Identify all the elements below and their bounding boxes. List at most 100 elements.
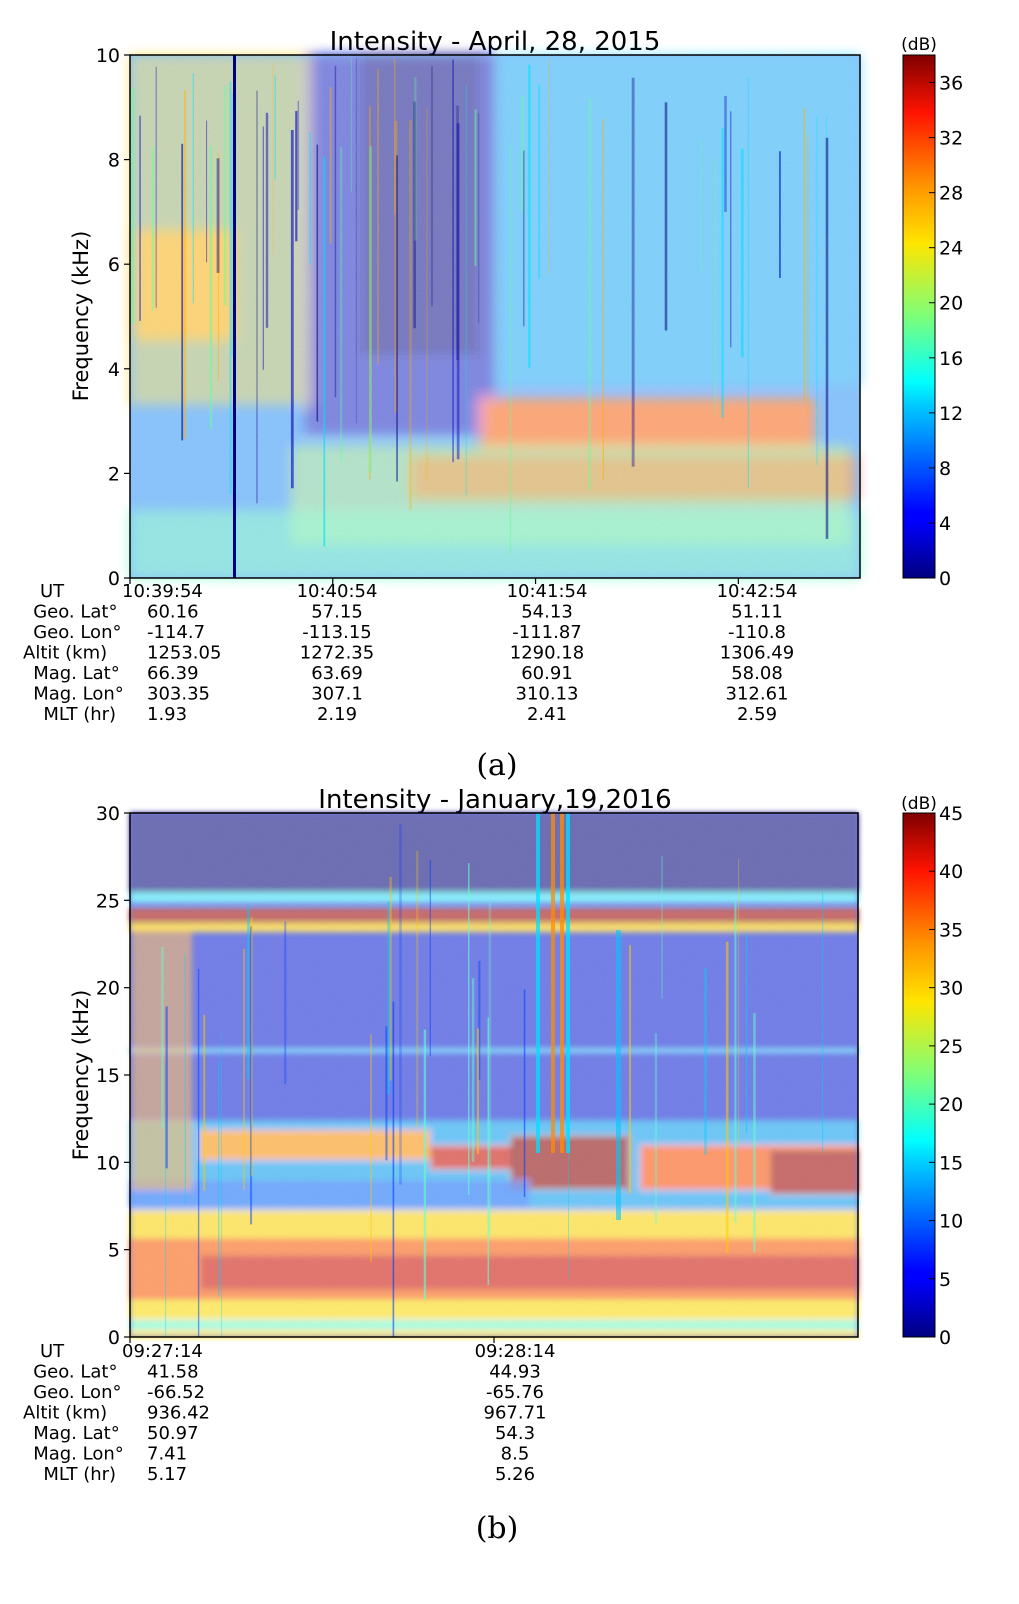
table-cell: 10:40:54	[297, 581, 378, 602]
table-row-label: UT	[40, 1341, 65, 1362]
spectrogram-streak	[369, 146, 372, 472]
table-cell: 09:27:14	[122, 1341, 203, 1362]
spectrogram-streak	[521, 95, 524, 213]
spectrogram-streak	[262, 126, 264, 370]
spectrogram-streak	[231, 93, 234, 356]
table-row-label: Geo. Lon°	[33, 622, 121, 643]
spectrogram-streak	[476, 1028, 479, 1154]
table-cell: 303.35	[147, 684, 210, 705]
spectrogram-streak	[399, 824, 402, 1185]
spectrogram-streak	[807, 135, 809, 417]
spectrogram-streak	[183, 90, 187, 439]
colorbar-tick-label: 40	[939, 861, 963, 883]
spectrogram-streak	[394, 121, 398, 413]
colorbar-tick-label: 24	[939, 238, 963, 260]
table-cell: 66.39	[147, 663, 199, 684]
table-row-label: Altit (km)	[23, 643, 107, 664]
spectrogram-streak	[139, 115, 141, 321]
spec-b-grain	[130, 813, 858, 1337]
spectrogram-streak	[414, 77, 417, 241]
spectrogram-streak	[161, 947, 164, 1128]
y-tick-label: 8	[108, 150, 120, 172]
spectrogram-streak	[745, 934, 748, 1133]
spectrogram-streak	[192, 73, 194, 304]
spectrogram-streak	[629, 945, 631, 1194]
colorbar-tick-label: 30	[939, 978, 963, 1000]
spectrogram-streak	[290, 130, 294, 489]
spectrogram-streak	[724, 95, 727, 212]
table-cell: 2.59	[737, 704, 777, 725]
panel-a-x-axis	[129, 578, 739, 584]
panel-b-spectrogram	[129, 812, 859, 1338]
table-cell: 1253.05	[147, 643, 221, 664]
spectrogram-streak	[216, 158, 220, 273]
spectrogram-streak	[184, 953, 186, 1204]
spectrogram-streak	[725, 941, 729, 1253]
y-tick-label: 10	[96, 1152, 120, 1174]
panel-b-y-axis: 0 5 10 15 20 25 30	[96, 803, 130, 1349]
table-cell: -114.7	[147, 622, 205, 643]
spectrogram-streak	[509, 145, 512, 555]
spectrogram-streak	[738, 859, 740, 1145]
spectrogram-streak	[704, 967, 707, 1155]
y-tick-label: 30	[96, 803, 120, 825]
spectrogram-streak	[165, 1006, 168, 1169]
spectrogram-streak	[355, 57, 357, 424]
spectrogram-streak	[779, 151, 781, 278]
colorbar-tick-label: 4	[939, 513, 951, 535]
spectrogram-streak	[523, 989, 526, 1197]
y-tick-label: 25	[96, 890, 120, 912]
y-tick-label: 6	[108, 254, 120, 276]
spectrogram-streak	[423, 1029, 427, 1300]
spectrogram-streak	[323, 156, 326, 547]
spectrogram-streak	[206, 120, 208, 263]
spectrogram-burst	[551, 813, 555, 1153]
spectrogram-streak	[316, 144, 319, 422]
table-row-label: MLT (hr)	[43, 704, 116, 725]
spectrogram-streak	[487, 1017, 490, 1285]
spec-b-streaks	[161, 813, 824, 1337]
table-cell: 58.08	[731, 663, 783, 684]
table-cell: 5.26	[495, 1464, 535, 1485]
spectrogram-streak	[528, 64, 531, 368]
spectrogram-streak	[394, 58, 396, 214]
table-cell: -113.15	[302, 622, 371, 643]
spec-a-grain	[130, 55, 860, 578]
spectrogram-streak	[265, 112, 269, 328]
spectrogram-streak	[334, 65, 337, 398]
colorbar-tick-label: 16	[939, 348, 963, 370]
table-cell: 2.41	[527, 704, 567, 725]
spectrogram-streak	[385, 1026, 388, 1161]
panel-b-ephemeris-table: UT 09:27:14 09:28:14 Geo. Lat° 41.58 44.93 Geo…	[23, 1341, 555, 1485]
y-tick-label: 0	[108, 568, 120, 590]
spectrogram-streak	[329, 87, 332, 244]
colorbar-tick-label: 45	[939, 803, 963, 825]
table-cell: 63.69	[311, 663, 363, 684]
spectrogram-streak	[465, 84, 467, 496]
panel-a-caption: (a)	[476, 748, 517, 783]
spectrogram-streak	[822, 892, 824, 1153]
table-cell: -110.8	[728, 622, 786, 643]
table-cell: 1.93	[147, 704, 187, 725]
table-cell: 60.16	[147, 602, 199, 623]
spectrogram-streak	[816, 116, 818, 466]
colorbar-a-ticks: 0 4 8 12 16 20 24 28 32 36	[929, 73, 963, 590]
spectrogram-streak	[223, 85, 227, 306]
spectrogram-streak	[155, 66, 157, 308]
table-cell: -111.87	[512, 622, 581, 643]
spectrogram-streak	[429, 859, 431, 1057]
colorbar-tick-label: 10	[939, 1211, 963, 1233]
spectrogram-streak	[730, 111, 732, 348]
spectrogram-data-gap	[233, 55, 236, 578]
table-cell: 936.42	[147, 1403, 210, 1424]
table-row-label: MLT (hr)	[43, 1464, 116, 1485]
spectrogram-streak	[297, 100, 300, 210]
panel-b-colorbar: (dB) 0 5 10 15 20 25 30 35 40 45	[901, 794, 963, 1349]
table-cell: 312.61	[726, 684, 789, 705]
spectrogram-streak	[377, 69, 379, 365]
table-row-label: Geo. Lat°	[33, 1362, 117, 1383]
y-tick-label: 20	[96, 978, 120, 1000]
spectrogram-streak	[714, 157, 717, 415]
spectrogram-streak	[568, 1033, 569, 1280]
spectrogram-streak	[549, 58, 550, 275]
